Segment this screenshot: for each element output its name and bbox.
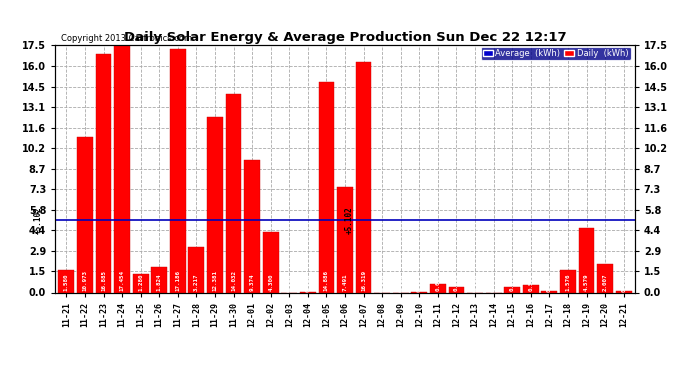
Bar: [114, 46, 130, 292]
Text: 0.000: 0.000: [287, 275, 292, 292]
Text: 0.050: 0.050: [306, 275, 310, 292]
Bar: [263, 232, 279, 292]
Bar: [337, 186, 353, 292]
Text: 3.217: 3.217: [194, 274, 199, 291]
Bar: [188, 247, 204, 292]
Text: 1.580: 1.580: [64, 274, 69, 291]
Text: 0.000: 0.000: [380, 275, 384, 292]
Bar: [319, 82, 335, 292]
Text: 17.454: 17.454: [119, 270, 125, 291]
Bar: [504, 287, 520, 292]
Text: 0.375: 0.375: [510, 274, 515, 291]
Text: Copyright 2013 Cartronics.com: Copyright 2013 Cartronics.com: [61, 33, 192, 42]
Text: +5.102: +5.102: [34, 207, 43, 234]
Text: 14.886: 14.886: [324, 270, 329, 291]
Text: 0.628: 0.628: [435, 274, 440, 291]
Text: 10.973: 10.973: [82, 270, 88, 291]
Text: 4.300: 4.300: [268, 274, 273, 291]
Text: 0.361: 0.361: [454, 274, 459, 291]
Bar: [96, 54, 111, 292]
Bar: [615, 291, 631, 292]
Bar: [151, 267, 167, 292]
Text: 1.576: 1.576: [565, 274, 571, 291]
Text: 0.000: 0.000: [398, 275, 403, 292]
Bar: [430, 284, 446, 292]
Bar: [579, 228, 594, 292]
Bar: [355, 62, 371, 292]
Bar: [597, 264, 613, 292]
Bar: [226, 94, 241, 292]
Bar: [560, 270, 576, 292]
Text: 9.374: 9.374: [250, 274, 255, 291]
Text: 1.824: 1.824: [157, 274, 161, 291]
Text: 0.000: 0.000: [491, 275, 496, 292]
Text: +5.102: +5.102: [345, 207, 354, 234]
Text: 4.579: 4.579: [584, 274, 589, 291]
Bar: [207, 117, 223, 292]
Legend: Average  (kWh), Daily  (kWh): Average (kWh), Daily (kWh): [481, 47, 631, 60]
Title: Daily Solar Energy & Average Production Sun Dec 22 12:17: Daily Solar Energy & Average Production …: [124, 31, 566, 44]
Text: 16.319: 16.319: [361, 270, 366, 291]
Bar: [77, 137, 93, 292]
Text: 16.885: 16.885: [101, 270, 106, 291]
Text: 14.032: 14.032: [231, 270, 236, 291]
Text: 2.007: 2.007: [602, 274, 608, 291]
Text: 0.000: 0.000: [473, 275, 477, 292]
Text: 0.557: 0.557: [529, 274, 533, 291]
Text: 1.280: 1.280: [138, 274, 143, 291]
Bar: [244, 160, 260, 292]
Bar: [523, 285, 539, 292]
Text: 7.491: 7.491: [342, 274, 348, 291]
Bar: [448, 287, 464, 292]
Text: 0.077: 0.077: [621, 275, 626, 292]
Bar: [59, 270, 75, 292]
Text: 12.381: 12.381: [213, 270, 217, 291]
Text: 0.128: 0.128: [547, 275, 552, 292]
Bar: [542, 291, 558, 292]
Text: 0.064: 0.064: [417, 275, 422, 292]
Bar: [132, 274, 148, 292]
Bar: [170, 50, 186, 292]
Text: 17.186: 17.186: [175, 270, 180, 291]
